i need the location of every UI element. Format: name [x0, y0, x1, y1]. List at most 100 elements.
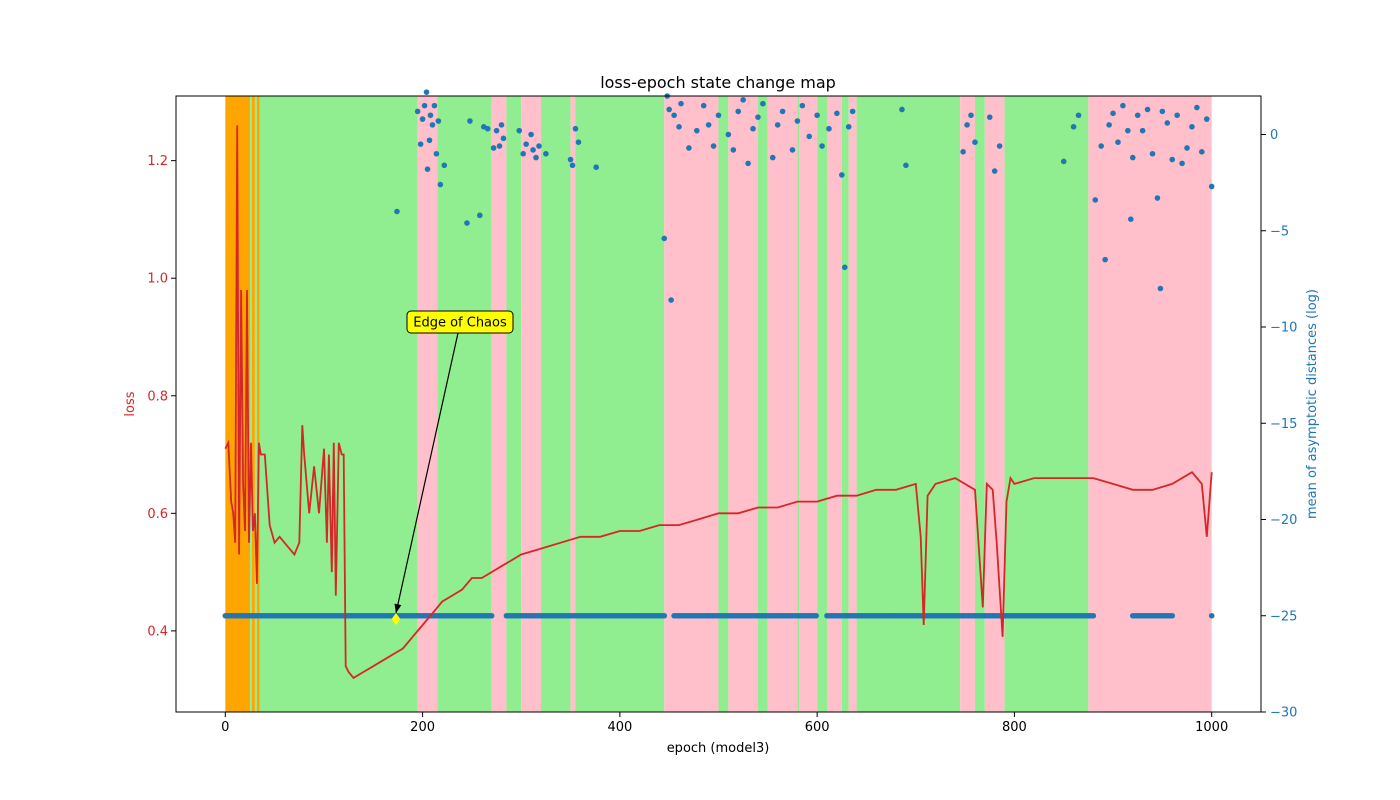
distance-point [964, 122, 970, 128]
distance-point [694, 127, 700, 134]
distance-point [661, 235, 668, 242]
distance-point [1098, 143, 1105, 149]
state-region-green [817, 96, 827, 712]
distance-baseline-point [1090, 612, 1097, 619]
y2-tick-label: −20 [1270, 513, 1297, 528]
y2-tick-label: −30 [1270, 706, 1297, 721]
distance-point [730, 147, 737, 153]
distance-point [417, 141, 424, 147]
distance-point [523, 141, 529, 147]
state-region-pink [570, 96, 576, 712]
distance-point [1203, 116, 1210, 122]
y2-tick-label: −25 [1270, 609, 1297, 624]
distance-point [996, 143, 1003, 149]
annotation-label: Edge of Chaos [413, 316, 507, 331]
y2-axis-ticks: 0 −5 −10 −15 −20 −25 −30 [1261, 128, 1297, 721]
state-region-green [856, 96, 961, 712]
state-region-green [437, 96, 492, 712]
distance-point [991, 168, 998, 174]
distance-point [972, 139, 978, 145]
distance-point [441, 162, 448, 169]
state-region-orange [256, 96, 260, 712]
distance-point [1144, 106, 1151, 113]
distance-point [533, 154, 539, 161]
state-region-pink [767, 96, 798, 712]
distance-point [429, 122, 436, 128]
distance-baseline-points [222, 612, 1215, 619]
distance-point [467, 118, 473, 124]
distance-point [427, 112, 434, 119]
distance-point [779, 108, 786, 115]
distance-point [500, 135, 507, 142]
state-region-green [841, 96, 849, 712]
distance-point [464, 220, 470, 226]
state-region-green [506, 96, 522, 712]
distance-baseline-point [661, 612, 668, 619]
distance-point [1134, 112, 1141, 119]
state-regions [225, 96, 1212, 712]
y-axis-ticks: 0.4 0.6 0.8 1.0 1.2 [147, 154, 176, 639]
distance-scatter-points [394, 89, 1215, 303]
distance-point [666, 106, 672, 113]
state-region-pink [827, 96, 842, 712]
distance-point [676, 124, 682, 130]
y2-tick-label: 0 [1270, 128, 1278, 143]
distance-point [520, 150, 526, 157]
x-tick-label: 600 [805, 720, 830, 735]
loss-series-line [224, 125, 1213, 680]
distance-point [826, 125, 832, 132]
state-region-pink [848, 96, 857, 712]
distance-point [986, 114, 993, 120]
distance-point [1208, 183, 1215, 190]
distance-point [814, 112, 820, 119]
distance-point [668, 297, 674, 303]
x-tick-label: 1000 [1195, 720, 1228, 735]
distance-point [735, 108, 742, 115]
distance-point [710, 143, 717, 149]
y-tick-label: 0.8 [147, 389, 168, 404]
state-region-pink [799, 96, 818, 712]
distance-point [1189, 124, 1195, 130]
distance-point [794, 118, 801, 124]
distance-point [1139, 127, 1146, 134]
distance-baseline-point [488, 612, 495, 619]
distance-point [572, 125, 579, 132]
state-region-orange [251, 96, 255, 712]
distance-point [1199, 149, 1205, 155]
distance-point [1179, 160, 1185, 167]
distance-point [530, 147, 536, 153]
plot-frame [175, 95, 1262, 713]
distance-point [700, 102, 707, 109]
state-region-green [259, 96, 418, 712]
y2-tick-label: −15 [1270, 417, 1297, 432]
distance-point [437, 181, 444, 188]
distance-baseline-point [1208, 612, 1215, 619]
distance-point [671, 112, 677, 119]
state-region-green [757, 96, 768, 712]
distance-point [819, 143, 825, 149]
state-region-pink [1088, 96, 1212, 712]
distance-point [841, 264, 848, 271]
distance-point [903, 162, 909, 169]
distance-point [750, 125, 756, 132]
state-region-pink [664, 96, 719, 712]
distance-point [1092, 197, 1099, 203]
state-region-green [575, 96, 665, 712]
distance-point [567, 156, 574, 163]
annotation-arrowhead [394, 603, 402, 614]
distance-point [960, 149, 966, 155]
y-tick-label: 1.0 [147, 272, 168, 287]
distance-point [715, 112, 722, 119]
state-region-pink [417, 96, 438, 712]
distance-point [725, 131, 732, 138]
state-region-pink [960, 96, 975, 712]
x-axis-label: epoch (model3) [667, 741, 770, 756]
distance-point [1129, 154, 1136, 161]
distance-point [569, 162, 576, 169]
distance-point [1120, 102, 1126, 109]
distance-point [1115, 139, 1121, 145]
distance-point [1110, 110, 1116, 117]
distance-point [755, 114, 761, 120]
x-tick-label: 0 [221, 720, 229, 735]
distance-point [678, 100, 684, 107]
